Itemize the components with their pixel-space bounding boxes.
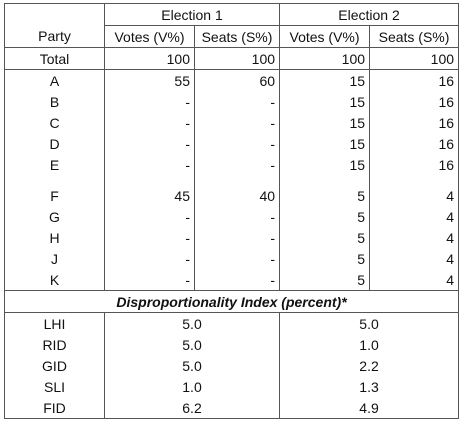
votes1-cell: -	[104, 154, 195, 175]
index-name-cell: FID	[4, 397, 105, 419]
seats2-cell: 16	[369, 154, 460, 175]
votes2-cell: 15	[279, 133, 371, 154]
seats2-cell: 4	[369, 248, 460, 269]
index-title: Disproportionality Index (percent)*	[3, 290, 460, 313]
seats2-cell: 4	[369, 269, 460, 291]
index-election1-cell: 5.0	[103, 312, 281, 334]
votes1-cell: -	[104, 227, 195, 248]
table-row: LHI 5.0 5.0	[4, 312, 460, 334]
seats2-cell: 4	[369, 175, 460, 206]
table-row: B - -15 16	[4, 91, 460, 112]
party-cell: J	[4, 248, 105, 269]
votes1-cell: -	[104, 269, 195, 291]
seats1-cell: -	[193, 269, 281, 291]
seats2-cell: 16	[369, 91, 460, 112]
seats1-cell: 100	[193, 47, 281, 70]
votes1-cell: 45	[104, 175, 195, 206]
seats1-cell: 60	[193, 69, 281, 91]
seats1-cell: -	[193, 112, 281, 133]
seats2-cell: 16	[369, 112, 460, 133]
seats2-cell: 16	[369, 69, 460, 91]
seats1-cell: -	[193, 206, 281, 227]
table-row: FID 6.2 4.9	[4, 397, 460, 419]
index-election1-cell: 5.0	[103, 334, 281, 355]
table-row: RID 5.0 1.0	[4, 334, 460, 355]
election1-header: Election 1	[103, 3, 281, 26]
table-row: F 45 40 5 4	[4, 175, 460, 206]
party-cell: Total	[4, 47, 105, 70]
seats2-cell: 4	[369, 206, 460, 227]
seats1-cell: 40	[193, 175, 281, 206]
table-row: GID 5.0 2.2	[4, 355, 460, 376]
index-name-cell: LHI	[4, 312, 105, 334]
table-row: Total 100 100 100 100	[4, 47, 460, 70]
party-cell: B	[4, 91, 105, 112]
party-cell: H	[4, 227, 105, 248]
table-row: SLI 1.0 1.3	[4, 376, 460, 397]
index-name-cell: GID	[4, 355, 105, 376]
index-election2-cell: 4.9	[279, 397, 460, 419]
election2-header: Election 2	[279, 3, 460, 26]
votes1-cell: -	[104, 91, 195, 112]
seats1-header: Seats (S%)	[193, 25, 281, 48]
votes2-cell: 5	[279, 227, 371, 248]
table-row: C - -15 16	[4, 112, 460, 133]
party-header-blank	[4, 3, 105, 26]
disproportionality-table: Election 1 Election 2 Party Votes (V%) S…	[3, 3, 460, 419]
party-cell: F	[4, 175, 105, 206]
seats2-cell: 100	[369, 47, 460, 70]
index-election1-cell: 1.0	[103, 376, 281, 397]
votes1-cell: 100	[104, 47, 195, 70]
party-cell: G	[4, 206, 105, 227]
seats1-cell: -	[193, 91, 281, 112]
index-election2-cell: 1.0	[279, 334, 460, 355]
votes1-cell: -	[104, 112, 195, 133]
votes2-cell: 15	[279, 112, 371, 133]
index-name-cell: RID	[4, 334, 105, 355]
party-cell: A	[4, 69, 105, 91]
seats2-cell: 4	[369, 227, 460, 248]
table-row: E - -15 16	[4, 154, 460, 175]
votes2-header: Votes (V%)	[279, 25, 371, 48]
index-election2-cell: 2.2	[279, 355, 460, 376]
votes1-header: Votes (V%)	[104, 25, 195, 48]
party-header: Party	[4, 25, 105, 48]
index-election1-cell: 5.0	[103, 355, 281, 376]
votes1-cell: -	[104, 206, 195, 227]
votes1-cell: -	[104, 248, 195, 269]
index-election2-cell: 1.3	[279, 376, 460, 397]
index-election1-cell: 6.2	[103, 397, 281, 419]
seats1-cell: -	[193, 227, 281, 248]
party-rows: Total 100 100 100 100 A 55 60 15 16 B - -15 16 C - -15 16…	[4, 47, 460, 291]
seats2-cell: 16	[369, 133, 460, 154]
table-row: D - -15 16	[4, 133, 460, 154]
seats2-header: Seats (S%)	[369, 25, 460, 48]
index-rows: LHI 5.0 5.0 RID 5.0 1.0 GID 5.0 2.2 SLI 1.0 1.3 FID 6…	[4, 312, 460, 419]
votes2-cell: 15	[279, 69, 371, 91]
seats1-cell: -	[193, 154, 281, 175]
party-cell: D	[4, 133, 105, 154]
votes2-cell: 5	[279, 269, 371, 291]
index-name-cell: SLI	[4, 376, 105, 397]
party-cell: E	[4, 154, 105, 175]
votes2-cell: 5	[279, 248, 371, 269]
votes2-cell: 100	[279, 47, 371, 70]
votes2-cell: 5	[279, 175, 371, 206]
votes1-cell: -	[104, 133, 195, 154]
votes2-cell: 15	[279, 91, 371, 112]
votes1-cell: 55	[104, 69, 195, 91]
votes2-cell: 15	[279, 154, 371, 175]
seats1-cell: -	[193, 248, 281, 269]
seats1-cell: -	[193, 133, 281, 154]
party-cell: C	[4, 112, 105, 133]
index-election2-cell: 5.0	[279, 312, 460, 334]
party-cell: K	[4, 269, 105, 291]
table-row: A 55 60 15 16	[4, 69, 460, 91]
votes2-cell: 5	[279, 206, 371, 227]
